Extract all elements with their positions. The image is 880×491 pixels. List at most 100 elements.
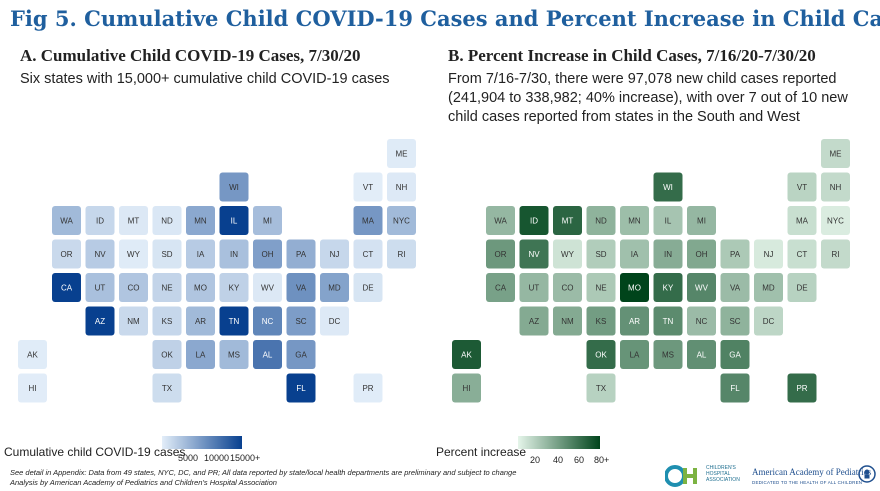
state-tile-rect bbox=[253, 340, 282, 369]
state-tile-label: MT bbox=[562, 217, 574, 226]
state-tile-pa: PA bbox=[720, 239, 750, 269]
state-tile-rect bbox=[186, 340, 215, 369]
state-tile-label: RI bbox=[832, 250, 840, 259]
state-tile-nh: NH bbox=[387, 172, 416, 202]
state-tile-rect bbox=[52, 239, 81, 269]
cha-logo-icon bbox=[665, 465, 697, 487]
state-tile-rect bbox=[85, 206, 115, 235]
state-tile-rect bbox=[787, 172, 817, 202]
state-tile-rect bbox=[387, 239, 416, 269]
state-tile-label: DE bbox=[796, 284, 807, 293]
footnote: See detail in Appendix: Data from 49 sta… bbox=[10, 468, 610, 487]
panel-b-heading: B. Percent Increase in Child Cases, 7/16… bbox=[448, 46, 816, 65]
state-tile-rect bbox=[620, 206, 649, 235]
legend-b-gradient bbox=[518, 436, 600, 449]
state-tile-rect bbox=[186, 206, 215, 235]
state-tile-de: DE bbox=[787, 273, 817, 302]
state-tile-label: MN bbox=[628, 217, 641, 226]
state-tile-label: NYC bbox=[393, 217, 410, 226]
state-tile-rect bbox=[387, 172, 416, 202]
state-tile-rect bbox=[787, 273, 817, 302]
state-tile-label: NV bbox=[528, 250, 540, 259]
state-tile-rect bbox=[620, 340, 649, 369]
state-tile-nv: NV bbox=[519, 239, 549, 269]
state-tile-label: IN bbox=[664, 250, 672, 259]
state-tile-rect bbox=[586, 239, 616, 269]
state-tile-rect bbox=[486, 239, 515, 269]
legend-a-gradient bbox=[162, 436, 242, 449]
panel-a-subtitle: Six states with 15,000+ cumulative child… bbox=[20, 71, 390, 87]
state-tile-ma: MA bbox=[353, 206, 383, 235]
state-tile-mo: MO bbox=[186, 273, 215, 302]
state-tile-rect bbox=[687, 273, 716, 302]
state-tile-label: DE bbox=[362, 284, 373, 293]
state-tile-label: MS bbox=[228, 351, 240, 360]
state-tile-ks: KS bbox=[586, 306, 616, 336]
state-tile-label: CO bbox=[128, 284, 140, 293]
state-tile-rect bbox=[687, 239, 716, 269]
state-tile-nyc: NYC bbox=[387, 206, 416, 235]
state-tile-ga: GA bbox=[286, 340, 316, 369]
state-tile-rect bbox=[286, 273, 316, 302]
state-tile-in: IN bbox=[219, 239, 249, 269]
state-tile-label: WY bbox=[561, 250, 575, 259]
state-tile-pr: PR bbox=[353, 373, 383, 403]
state-tile-rect bbox=[286, 239, 316, 269]
state-tile-rect bbox=[286, 306, 316, 336]
state-tile-label: AZ bbox=[95, 317, 105, 326]
state-tile-label: LA bbox=[196, 351, 206, 360]
state-tile-nm: NM bbox=[553, 306, 582, 336]
state-tile-rect bbox=[620, 273, 649, 302]
state-tile-rect bbox=[653, 172, 683, 202]
state-tile-id: ID bbox=[519, 206, 549, 235]
state-tile-nyc: NYC bbox=[821, 206, 850, 235]
state-tile-rect bbox=[519, 306, 549, 336]
state-tile-nh: NH bbox=[821, 172, 850, 202]
state-tile-label: AK bbox=[461, 351, 472, 360]
state-tile-rect bbox=[787, 206, 817, 235]
state-tile-nd: ND bbox=[152, 206, 182, 235]
state-tile-label: PR bbox=[796, 384, 807, 393]
state-tile-vt: VT bbox=[353, 172, 383, 202]
state-tile-label: MI bbox=[697, 217, 706, 226]
state-tile-rect bbox=[754, 306, 783, 336]
state-tile-or: OR bbox=[486, 239, 515, 269]
footnote-line: Analysis by American Academy of Pediatri… bbox=[10, 477, 277, 487]
state-tile-rect bbox=[787, 239, 817, 269]
state-tile-rect bbox=[821, 206, 850, 235]
state-tile-label: WV bbox=[695, 284, 709, 293]
state-tile-label: FL bbox=[296, 384, 306, 393]
state-tile-label: IN bbox=[230, 250, 238, 259]
state-tile-label: MI bbox=[263, 217, 272, 226]
state-tile-ms: MS bbox=[219, 340, 249, 369]
state-tile-label: IL bbox=[231, 217, 238, 226]
state-tile-rect bbox=[586, 373, 616, 403]
state-tile-ne: NE bbox=[152, 273, 182, 302]
state-tile-rect bbox=[720, 306, 750, 336]
state-tile-rect bbox=[553, 273, 582, 302]
state-tile-nc: NC bbox=[687, 306, 716, 336]
state-tile-rect bbox=[687, 306, 716, 336]
state-tile-label: UT bbox=[529, 284, 540, 293]
state-tile-rect bbox=[219, 273, 249, 302]
state-tile-wv: WV bbox=[253, 273, 282, 302]
state-tile-rect bbox=[119, 239, 148, 269]
state-tile-label: AR bbox=[195, 317, 206, 326]
state-tile-rect bbox=[253, 273, 282, 302]
state-tile-label: KS bbox=[162, 317, 173, 326]
state-tile-label: DC bbox=[763, 317, 775, 326]
state-tile-rect bbox=[553, 306, 582, 336]
state-tile-ct: CT bbox=[353, 239, 383, 269]
state-tile-pr: PR bbox=[787, 373, 817, 403]
state-tile-rect bbox=[720, 273, 750, 302]
state-tile-wv: WV bbox=[687, 273, 716, 302]
state-tile-ia: IA bbox=[620, 239, 649, 269]
state-tile-ky: KY bbox=[653, 273, 683, 302]
state-tile-va: VA bbox=[286, 273, 316, 302]
panel-a-heading: A. Cumulative Child COVID-19 Cases, 7/30… bbox=[20, 46, 361, 65]
state-tile-de: DE bbox=[353, 273, 383, 302]
state-tile-ak: AK bbox=[18, 340, 47, 369]
state-tile-rect bbox=[52, 206, 81, 235]
state-tile-label: OH bbox=[696, 250, 708, 259]
state-tile-wa: WA bbox=[486, 206, 515, 235]
